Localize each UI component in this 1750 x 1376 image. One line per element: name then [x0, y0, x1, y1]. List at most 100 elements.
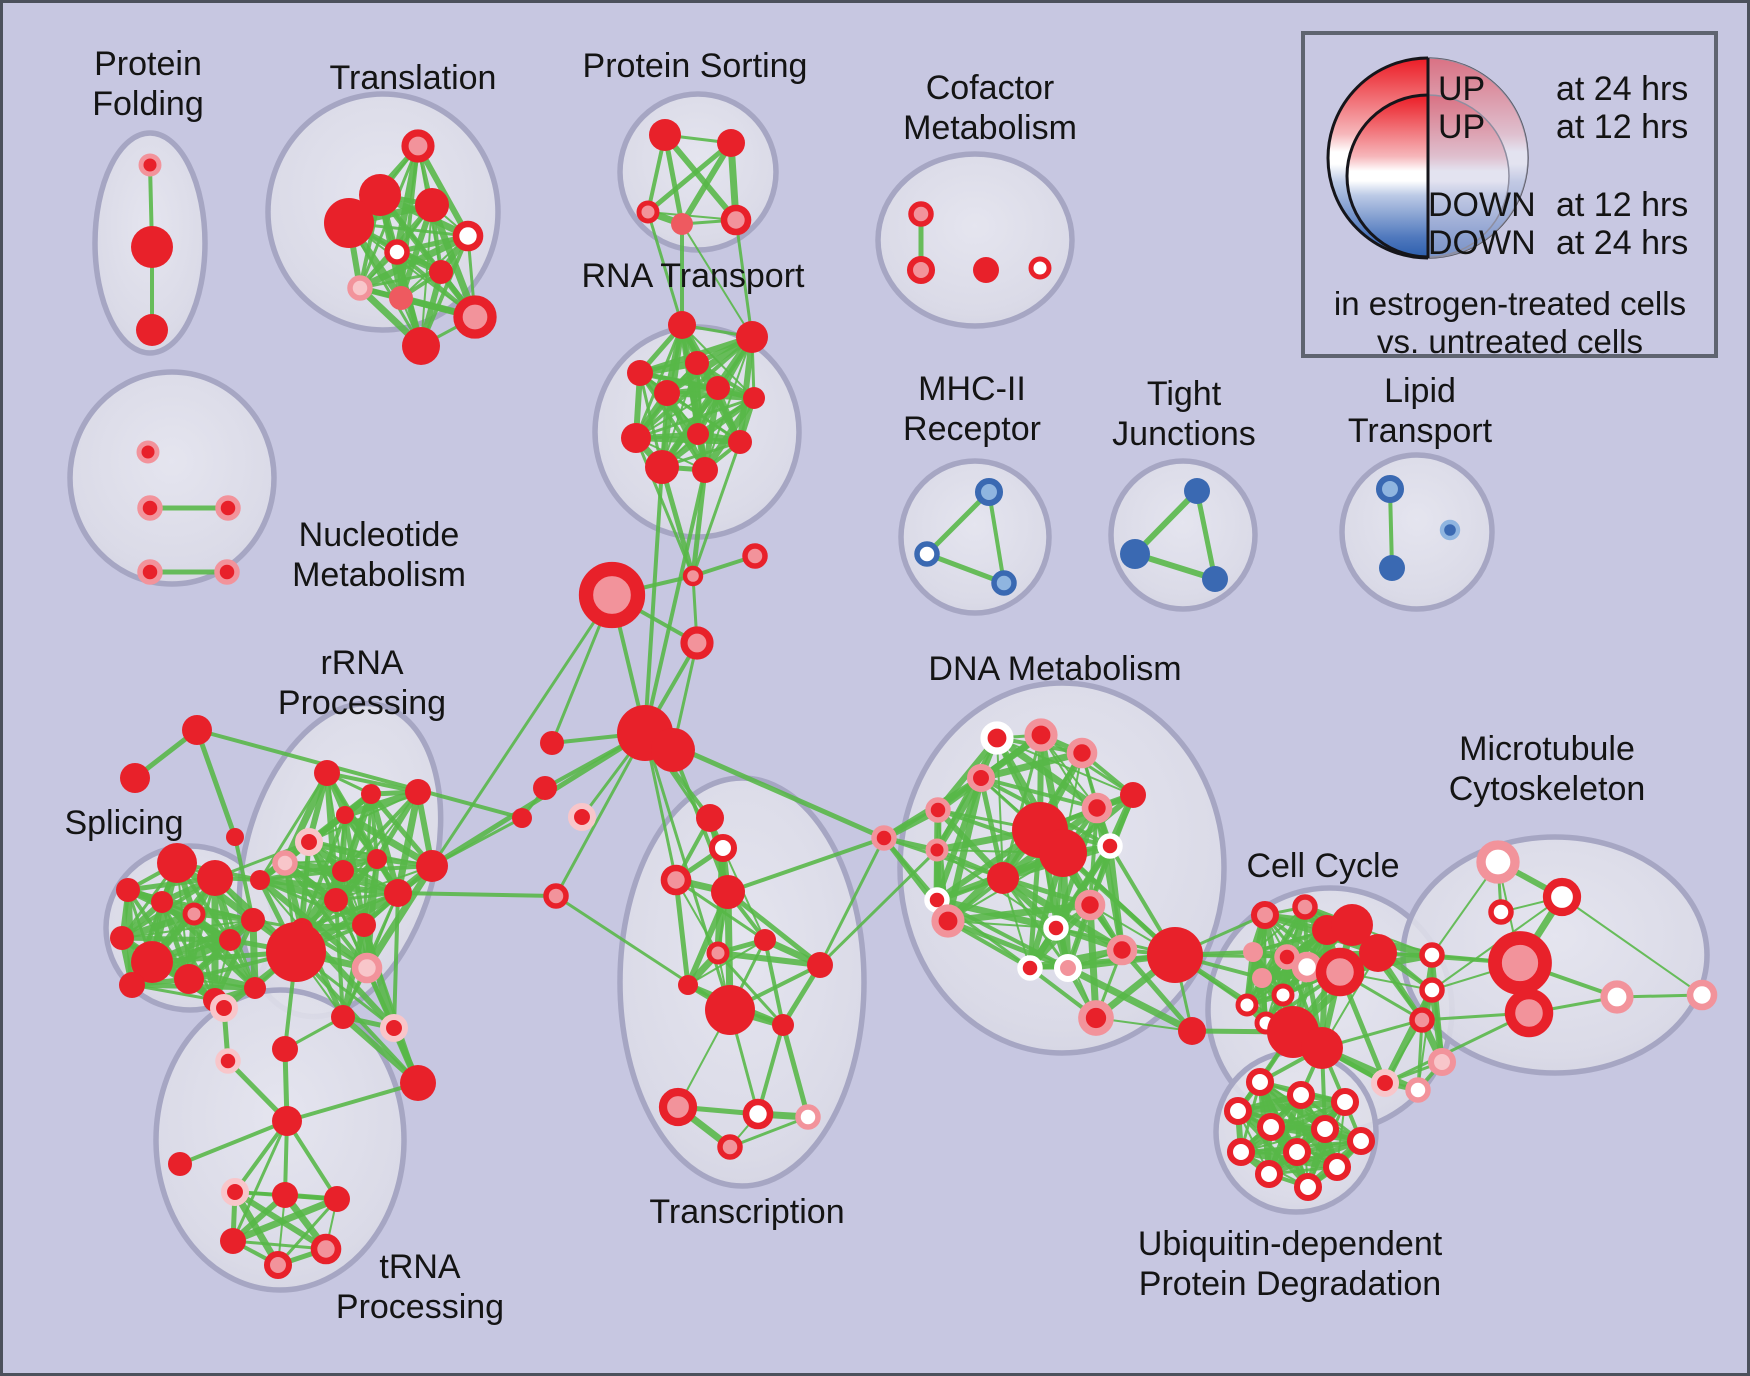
graph-node[interactable] [1106, 934, 1138, 966]
graph-node[interactable] [651, 728, 695, 772]
graph-node[interactable] [974, 477, 1004, 507]
graph-node[interactable] [1310, 1114, 1340, 1144]
graph-node[interactable] [533, 776, 557, 800]
graph-node[interactable] [1409, 1007, 1435, 1033]
graph-node[interactable] [914, 541, 940, 567]
graph-node[interactable] [754, 929, 776, 951]
graph-node[interactable] [728, 430, 752, 454]
graph-node[interactable] [680, 626, 714, 660]
graph-node[interactable] [1271, 983, 1295, 1007]
graph-node[interactable] [137, 559, 163, 585]
graph-node[interactable] [1542, 877, 1582, 917]
graph-node[interactable] [168, 1152, 192, 1176]
graph-node[interactable] [567, 802, 597, 832]
graph-node[interactable] [687, 423, 709, 445]
graph-node[interactable] [1024, 718, 1058, 752]
graph-node[interactable] [401, 129, 435, 163]
graph-node[interactable] [384, 879, 412, 907]
graph-node[interactable] [244, 977, 266, 999]
graph-node[interactable] [138, 153, 162, 177]
graph-node[interactable] [1243, 942, 1263, 962]
graph-node[interactable] [250, 870, 270, 890]
graph-node[interactable] [692, 457, 718, 483]
graph-node[interactable] [324, 888, 348, 912]
graph-node[interactable] [706, 941, 730, 965]
graph-node[interactable] [621, 423, 651, 453]
graph-node[interactable] [742, 543, 768, 569]
graph-node[interactable] [136, 314, 168, 346]
graph-node[interactable] [332, 860, 354, 882]
graph-node[interactable] [331, 1005, 355, 1029]
graph-node[interactable] [1043, 915, 1069, 941]
graph-node[interactable] [1301, 1027, 1343, 1069]
graph-node[interactable] [654, 380, 680, 406]
graph-node[interactable] [1235, 993, 1259, 1017]
graph-node[interactable] [906, 255, 936, 285]
graph-node[interactable] [131, 226, 173, 268]
graph-node[interactable] [241, 908, 265, 932]
graph-node[interactable] [314, 760, 340, 786]
graph-node[interactable] [351, 952, 383, 984]
graph-node[interactable] [925, 797, 951, 823]
graph-node[interactable] [405, 779, 431, 805]
graph-node[interactable] [1178, 1017, 1206, 1045]
graph-node[interactable] [272, 1036, 298, 1062]
graph-node[interactable] [1254, 1159, 1284, 1189]
graph-node[interactable] [182, 715, 212, 745]
graph-node[interactable] [209, 993, 239, 1023]
graph-node[interactable] [1322, 1152, 1352, 1182]
graph-node[interactable] [1359, 934, 1397, 972]
graph-node[interactable] [452, 220, 484, 252]
graph-node[interactable] [1419, 977, 1445, 1003]
graph-node[interactable] [116, 878, 140, 902]
graph-node[interactable] [645, 450, 679, 484]
graph-node[interactable] [1184, 478, 1210, 504]
graph-node[interactable] [742, 1098, 774, 1130]
graph-node[interactable] [384, 239, 410, 265]
graph-node[interactable] [671, 213, 693, 235]
graph-node[interactable] [1226, 1137, 1256, 1167]
graph-node[interactable] [389, 286, 413, 310]
graph-node[interactable] [1245, 1067, 1275, 1097]
graph-node[interactable] [795, 1104, 821, 1130]
graph-node[interactable] [1078, 1000, 1114, 1036]
graph-node[interactable] [658, 1087, 698, 1127]
graph-node[interactable] [1053, 953, 1083, 983]
graph-node[interactable] [717, 129, 745, 157]
graph-node[interactable] [120, 763, 150, 793]
graph-node[interactable] [973, 257, 999, 283]
graph-node[interactable] [736, 321, 768, 353]
graph-node[interactable] [1488, 899, 1514, 925]
graph-node[interactable] [226, 828, 244, 846]
graph-node[interactable] [1120, 782, 1146, 808]
graph-node[interactable] [627, 360, 653, 386]
graph-node[interactable] [908, 201, 934, 227]
graph-node[interactable] [720, 204, 752, 236]
graph-node[interactable] [136, 440, 160, 464]
graph-node[interactable] [215, 495, 241, 521]
graph-node[interactable] [131, 941, 173, 983]
graph-node[interactable] [717, 1134, 743, 1160]
graph-node[interactable] [987, 862, 1019, 894]
graph-node[interactable] [359, 174, 401, 216]
graph-node[interactable] [1250, 900, 1280, 930]
graph-node[interactable] [352, 913, 376, 937]
graph-node[interactable] [214, 559, 240, 585]
graph-node[interactable] [772, 1014, 794, 1036]
graph-node[interactable] [110, 926, 134, 950]
graph-node[interactable] [151, 891, 173, 913]
graph-node[interactable] [678, 975, 698, 995]
graph-node[interactable] [743, 387, 765, 409]
graph-node[interactable] [361, 784, 381, 804]
graph-node[interactable] [1331, 904, 1373, 946]
graph-node[interactable] [157, 843, 197, 883]
graph-node[interactable] [925, 838, 949, 862]
graph-node[interactable] [1370, 1068, 1400, 1098]
graph-node[interactable] [1600, 980, 1634, 1014]
graph-node[interactable] [1066, 737, 1098, 769]
graph-node[interactable] [324, 198, 374, 248]
graph-node[interactable] [1081, 792, 1113, 824]
graph-node[interactable] [512, 808, 532, 828]
graph-node[interactable] [220, 1228, 246, 1254]
graph-node[interactable] [429, 260, 453, 284]
